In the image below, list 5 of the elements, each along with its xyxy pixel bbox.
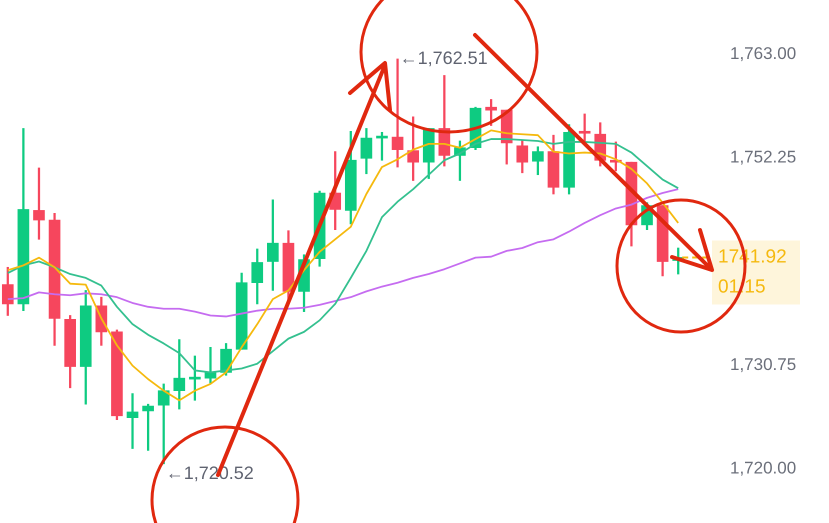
annotation: ←1,762.51 <box>400 48 488 68</box>
y-tick-label: 1,720.00 <box>730 458 796 478</box>
y-tick-label: 1,763.00 <box>730 44 796 63</box>
y-tick-label: 1,752.25 <box>730 148 796 167</box>
y-tick-label: 1,730.75 <box>730 354 796 374</box>
